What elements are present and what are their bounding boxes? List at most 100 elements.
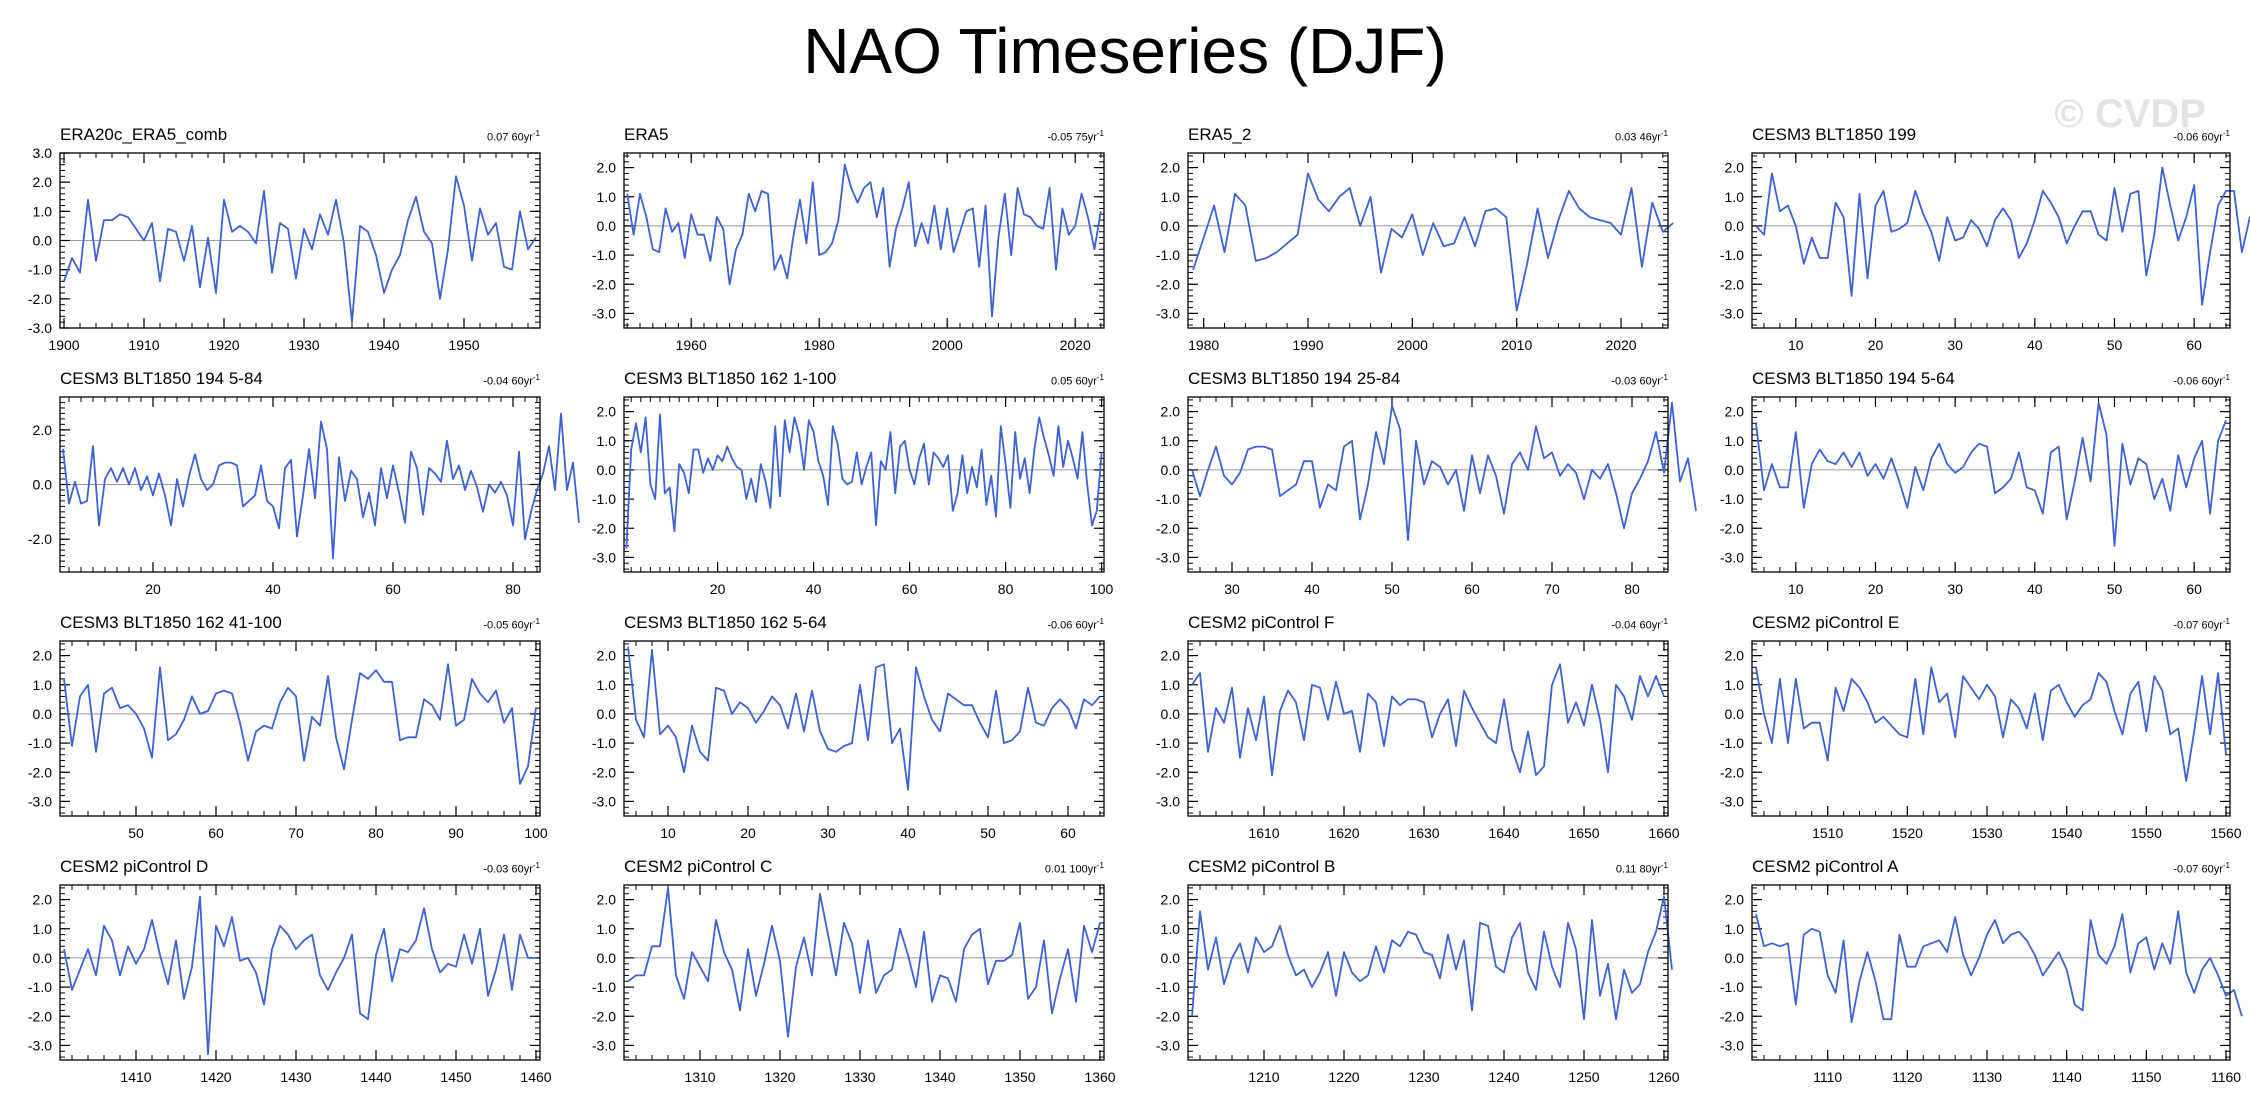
panel-trend: 0.01 100yr-1 bbox=[1045, 861, 1104, 876]
plot-frame bbox=[1187, 884, 1669, 1061]
x-tick-label: 1660 bbox=[1648, 825, 1679, 841]
x-tick-label: 1360 bbox=[1084, 1069, 1115, 1085]
x-tick-label: 1210 bbox=[1248, 1069, 1279, 1085]
panel-title: CESM2 piControl F bbox=[1188, 613, 1335, 632]
plot-frame bbox=[1187, 640, 1669, 817]
y-tick-label: -2.0 bbox=[592, 1008, 616, 1024]
y-tick-label: 0.0 bbox=[597, 950, 617, 966]
y-tick-label: 2.0 bbox=[597, 892, 617, 908]
panel-plot: -3.0 -2.0 -1.0 0.0 1.0 2.0 1980 1990 2000 2010 202… bbox=[1156, 152, 1674, 353]
y-tick-label: -2.0 bbox=[1720, 764, 1744, 780]
panel-trend: -0.07 60yr-1 bbox=[2173, 861, 2230, 876]
y-tick-label: 1.0 bbox=[1161, 433, 1181, 449]
x-tick-label: 60 bbox=[1464, 581, 1480, 597]
y-tick-label: 0.0 bbox=[597, 706, 617, 722]
panel-trend: -0.06 60yr-1 bbox=[1047, 617, 1104, 632]
y-tick-label: -3.0 bbox=[1720, 549, 1744, 565]
y-tick-label: 0.0 bbox=[1161, 218, 1181, 234]
y-tick-label: 1.0 bbox=[33, 677, 53, 693]
nao-series-line bbox=[1755, 401, 2227, 547]
x-tick-label: 1340 bbox=[924, 1069, 955, 1085]
x-tick-label: 1920 bbox=[208, 337, 239, 353]
panel-trend-value: 0.03 46yr bbox=[1615, 131, 1661, 144]
x-tick-label: 1940 bbox=[368, 337, 399, 353]
x-tick-label: 60 bbox=[208, 825, 224, 841]
x-tick-label: 2010 bbox=[1501, 337, 1532, 353]
plot-frame bbox=[623, 396, 1105, 573]
x-tick-label: 30 bbox=[1224, 581, 1240, 597]
panel-trend-value: -0.05 60yr bbox=[483, 619, 533, 632]
x-tick-label: 1140 bbox=[2052, 1069, 2082, 1085]
y-tick-label: -1.0 bbox=[592, 247, 616, 263]
panel-trend: 0.11 80yr-1 bbox=[1616, 861, 1668, 876]
y-tick-label: -3.0 bbox=[592, 1037, 616, 1053]
y-tick-label: 2.0 bbox=[1161, 404, 1181, 420]
x-tick-label: 1930 bbox=[288, 337, 319, 353]
panel-trend-exponent: -1 bbox=[2222, 129, 2230, 138]
y-tick-label: 0.0 bbox=[1161, 462, 1181, 478]
y-tick-label: 1.0 bbox=[597, 433, 617, 449]
panel-trend-exponent: -1 bbox=[1660, 373, 1668, 382]
panel-plot: -3.0 -2.0 -1.0 0.0 1.0 2.0 1510 1520 1530 1540 155… bbox=[1720, 640, 2242, 841]
nao-series-line bbox=[626, 163, 1102, 318]
x-tick-label: 40 bbox=[900, 825, 916, 841]
plot-frame bbox=[1751, 640, 2231, 817]
nao-series-line bbox=[1755, 666, 2227, 782]
y-tick-label: -3.0 bbox=[28, 1037, 52, 1053]
panel-trend-value: -0.06 60yr bbox=[2173, 131, 2223, 144]
panel-title: CESM3 BLT1850 162 1-100 bbox=[624, 369, 837, 388]
x-tick-label: 80 bbox=[368, 825, 384, 841]
y-tick-label: 1.0 bbox=[1161, 189, 1181, 205]
x-tick-label: 20 bbox=[1868, 337, 1884, 353]
panel-plot: -3.0 -2.0 -1.0 0.0 1.0 2.0 1310 1320 1330 1340 135… bbox=[592, 884, 1116, 1085]
panel-title: CESM2 piControl B bbox=[1188, 857, 1336, 876]
panel-trend-value: 0.11 80yr bbox=[1615, 863, 1661, 876]
panel-trend: -0.06 60yr-1 bbox=[2173, 129, 2230, 144]
panel-trend-exponent: -1 bbox=[1660, 861, 1668, 870]
panel-title: ERA5 bbox=[624, 125, 669, 144]
x-tick-label: 1650 bbox=[1568, 825, 1599, 841]
y-tick-label: -2.0 bbox=[1156, 1008, 1180, 1024]
x-tick-label: 50 bbox=[980, 825, 996, 841]
panel-plot: -3.0 -2.0 -1.0 0.0 1.0 2.0 1410 1420 1430 1440 145… bbox=[28, 884, 552, 1085]
y-tick-label: -2.0 bbox=[592, 764, 616, 780]
y-tick-label: -3.0 bbox=[1720, 793, 1744, 809]
panel-trend: -0.06 60yr-1 bbox=[2173, 373, 2230, 388]
panel-title: ERA20c_ERA5_comb bbox=[60, 125, 228, 144]
y-tick-label: -3.0 bbox=[1156, 1037, 1180, 1053]
nao-series-line bbox=[1191, 895, 1673, 1021]
panel-trend-value: -0.06 60yr bbox=[2173, 375, 2223, 388]
panel-trend-exponent: -1 bbox=[532, 861, 540, 870]
nao-series-line bbox=[62, 412, 580, 560]
x-tick-label: 30 bbox=[1947, 581, 1963, 597]
y-tick-label: -2.0 bbox=[28, 531, 52, 547]
panel-title: CESM3 BLT1850 199 bbox=[1752, 125, 1917, 144]
y-tick-label: -3.0 bbox=[1156, 793, 1180, 809]
y-tick-label: 0.0 bbox=[33, 477, 53, 493]
x-tick-label: 1980 bbox=[1188, 337, 1219, 353]
panel-trend-value: -0.04 60yr bbox=[1611, 619, 1661, 632]
y-tick-label: -1.0 bbox=[1720, 247, 1744, 263]
panel-plot: -3.0 -2.0 -1.0 0.0 1.0 2.0 30 40 50 60 70 80 bbox=[1156, 396, 1697, 597]
panel-plot: -2.0 0.0 2.0 20 40 60 80 bbox=[28, 396, 580, 597]
x-tick-label: 1130 bbox=[1972, 1069, 2002, 1085]
y-tick-label: 0.0 bbox=[597, 462, 617, 478]
y-tick-label: -1.0 bbox=[28, 262, 52, 278]
y-tick-label: 0.0 bbox=[597, 218, 617, 234]
panel-trend: -0.03 60yr-1 bbox=[483, 861, 540, 876]
x-tick-label: 1240 bbox=[1488, 1069, 1519, 1085]
y-tick-label: -3.0 bbox=[592, 793, 616, 809]
figure-title: NAO Timeseries (DJF) bbox=[803, 15, 1447, 87]
panel-plot: -3.0 -2.0 -1.0 0.0 1.0 2.0 10 20 30 40 50 60 bbox=[1720, 396, 2231, 597]
x-tick-label: 100 bbox=[524, 825, 548, 841]
x-tick-label: 80 bbox=[505, 581, 521, 597]
y-tick-label: -1.0 bbox=[592, 491, 616, 507]
nao-series-line bbox=[625, 413, 1103, 549]
panel-trend-value: -0.07 60yr bbox=[2173, 863, 2223, 876]
x-tick-label: 20 bbox=[1868, 581, 1884, 597]
plot-frame bbox=[59, 396, 541, 573]
y-tick-label: 2.0 bbox=[33, 648, 53, 664]
x-tick-label: 2000 bbox=[932, 337, 963, 353]
plot-frame bbox=[623, 884, 1105, 1061]
nao-series-line bbox=[1191, 401, 1697, 541]
